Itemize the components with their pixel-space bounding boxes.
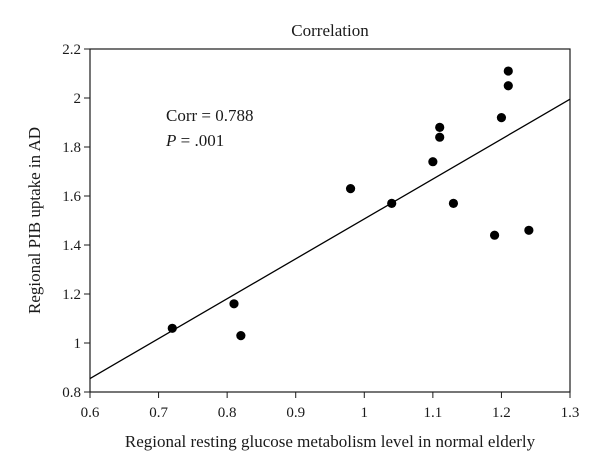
y-tick-label: 1 <box>74 336 82 352</box>
x-axis: 0.6 0.7 0.8 0.9 1 1.1 1.2 1.3 <box>81 392 580 421</box>
data-point <box>503 66 513 76</box>
p-value-text: = .001 <box>176 131 224 150</box>
correlation-label: Corr = 0.788 <box>166 106 254 125</box>
x-tick-label: 0.6 <box>81 405 100 421</box>
x-tick-label: 0.8 <box>218 405 237 421</box>
chart-title: Correlation <box>291 21 369 40</box>
data-points <box>167 66 534 341</box>
y-tick-label: 1.8 <box>62 140 81 156</box>
data-point <box>448 198 459 208</box>
data-point <box>496 113 507 123</box>
x-tick-label: 1.2 <box>492 405 511 421</box>
y-tick-label: 2 <box>74 91 82 107</box>
data-point <box>435 122 445 132</box>
x-tick-label: 0.9 <box>286 405 305 421</box>
data-point <box>489 230 500 240</box>
data-point <box>524 225 534 235</box>
data-point <box>503 81 513 91</box>
p-value-label: P = .001 <box>165 131 224 150</box>
y-tick-label: 0.8 <box>62 385 81 401</box>
x-tick-label: 1.3 <box>561 405 580 421</box>
p-symbol: P <box>165 131 176 150</box>
regression-line <box>89 98 571 380</box>
x-tick-label: 0.7 <box>149 405 168 421</box>
y-tick-label: 1.2 <box>62 287 81 303</box>
data-point <box>435 132 445 142</box>
data-point <box>167 323 177 333</box>
data-point <box>428 157 438 167</box>
x-axis-title: Regional resting glucose metabolism leve… <box>125 432 536 451</box>
data-point <box>229 299 239 309</box>
plot-frame <box>89 48 571 393</box>
y-tick-label: 2.2 <box>62 42 81 58</box>
y-axis: 0.8 1 1.2 1.4 1.6 1.8 2 2.2 <box>62 42 90 401</box>
data-point <box>345 184 356 194</box>
y-tick-label: 1.6 <box>62 189 81 205</box>
y-tick-label: 1.4 <box>62 238 81 254</box>
x-tick-label: 1.1 <box>423 405 442 421</box>
x-tick-label: 1 <box>361 405 369 421</box>
y-axis-title: Regional PIB uptake in AD <box>25 127 44 314</box>
data-point <box>387 198 397 208</box>
data-point <box>236 331 246 341</box>
